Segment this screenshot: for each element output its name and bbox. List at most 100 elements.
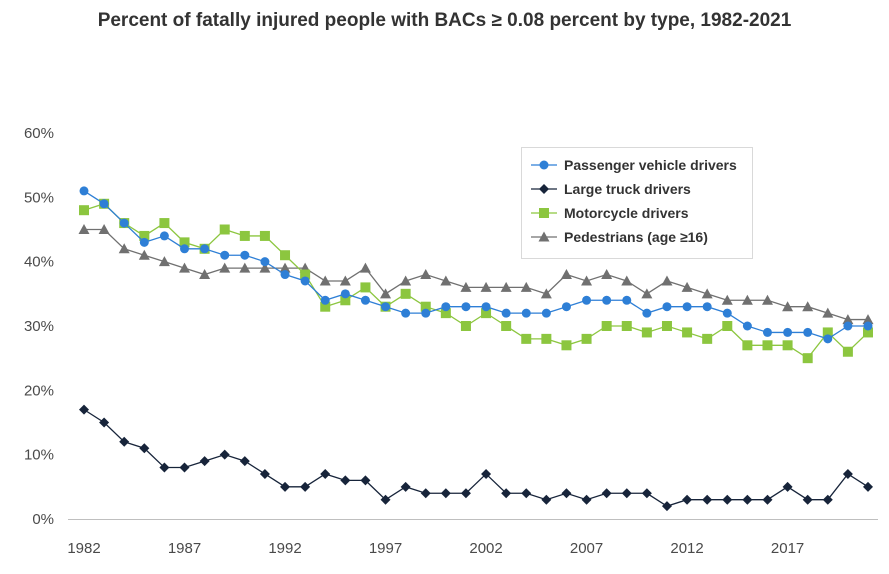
data-point-passenger-vehicle-drivers [742,321,752,331]
data-point-motorcycle-drivers [742,340,753,351]
data-point-pedestrians-age-16 [540,288,552,299]
legend-label: Large truck drivers [564,181,691,197]
data-point-pedestrians-age-16 [862,314,874,325]
data-point-motorcycle-drivers [641,327,652,338]
x-tick-label: 2007 [570,540,603,557]
data-point-motorcycle-drivers [802,353,813,364]
data-point-passenger-vehicle-drivers [702,302,712,312]
series-large-truck-drivers [79,404,873,512]
data-point-passenger-vehicle-drivers [441,302,451,312]
data-point-large-truck-drivers [119,436,130,447]
legend-label: Passenger vehicle drivers [564,157,737,173]
y-tick-label: 60% [24,125,54,142]
data-point-motorcycle-drivers [320,301,331,312]
data-point-large-truck-drivers [822,494,833,505]
data-point-large-truck-drivers [300,481,311,492]
y-tick-label: 50% [24,189,54,206]
data-point-pedestrians-age-16 [500,281,512,292]
chart-title: Percent of fatally injured people with B… [97,10,792,31]
data-point-passenger-vehicle-drivers [682,302,692,312]
data-point-motorcycle-drivers [179,237,190,248]
data-point-pedestrians-age-16 [158,256,170,267]
data-point-passenger-vehicle-drivers [260,257,270,267]
data-point-large-truck-drivers [641,488,652,499]
data-point-motorcycle-drivers [682,327,693,338]
data-point-passenger-vehicle-drivers [662,302,672,312]
y-tick-label: 30% [24,318,54,335]
legend-item-passenger-vehicle-drivers: Passenger vehicle drivers [530,153,752,177]
data-point-motorcycle-drivers [481,308,492,319]
data-point-motorcycle-drivers [621,321,632,331]
x-tick-label: 1987 [168,540,201,557]
data-point-large-truck-drivers [320,468,331,479]
data-point-passenger-vehicle-drivers [401,308,411,318]
data-point-pedestrians-age-16 [661,275,673,286]
data-point-pedestrians-age-16 [681,281,693,292]
data-point-passenger-vehicle-drivers [642,308,652,318]
data-point-pedestrians-age-16 [480,281,492,292]
data-point-large-truck-drivers [661,501,672,512]
data-point-passenger-vehicle-drivers [783,327,793,337]
data-point-large-truck-drivers [400,481,411,492]
data-point-large-truck-drivers [239,456,250,467]
data-point-large-truck-drivers [842,468,853,479]
data-point-motorcycle-drivers [460,321,471,331]
legend-swatch-marker [539,208,549,218]
data-point-large-truck-drivers [79,404,89,415]
data-point-passenger-vehicle-drivers [220,250,230,260]
data-point-pedestrians-age-16 [179,262,191,273]
data-point-passenger-vehicle-drivers [320,295,330,305]
data-point-large-truck-drivers [581,494,592,505]
series-motorcycle-drivers [79,198,873,364]
data-point-motorcycle-drivers [259,230,270,241]
series-pedestrians-age-16 [78,224,874,325]
data-point-pedestrians-age-16 [118,243,130,254]
data-point-pedestrians-age-16 [359,262,371,273]
data-point-passenger-vehicle-drivers [722,308,732,318]
data-point-large-truck-drivers [380,494,391,505]
legend-item-motorcycle-drivers: Motorcycle drivers [530,201,752,225]
data-point-large-truck-drivers [199,456,210,467]
data-point-pedestrians-age-16 [199,269,211,280]
data-point-passenger-vehicle-drivers [159,231,169,241]
data-point-large-truck-drivers [501,488,512,499]
data-point-motorcycle-drivers [360,282,371,293]
data-point-passenger-vehicle-drivers [200,244,210,254]
data-point-pedestrians-age-16 [440,275,452,286]
data-point-large-truck-drivers [561,488,572,499]
data-point-large-truck-drivers [440,488,451,499]
data-point-large-truck-drivers [541,494,552,505]
data-point-large-truck-drivers [340,475,351,486]
data-point-passenger-vehicle-drivers [340,289,350,299]
data-point-passenger-vehicle-drivers [180,244,190,254]
data-point-pedestrians-age-16 [78,224,90,234]
data-point-pedestrians-age-16 [560,269,572,280]
data-point-passenger-vehicle-drivers [803,327,813,337]
data-point-motorcycle-drivers [280,250,291,261]
data-point-motorcycle-drivers [219,224,230,235]
data-point-passenger-vehicle-drivers [561,302,571,312]
data-point-pedestrians-age-16 [761,294,773,305]
data-point-large-truck-drivers [722,494,733,505]
data-point-pedestrians-age-16 [641,288,653,299]
data-point-passenger-vehicle-drivers [622,295,632,305]
data-point-pedestrians-age-16 [520,281,532,292]
legend-swatch-marker [538,231,550,242]
y-tick-label: 40% [24,254,54,271]
data-point-passenger-vehicle-drivers [541,308,551,318]
data-point-motorcycle-drivers [300,269,311,280]
data-point-passenger-vehicle-drivers [863,321,873,331]
series-line-large-truck-drivers [83,409,869,507]
y-tick-label: 0% [32,511,54,528]
data-point-motorcycle-drivers [420,301,431,312]
data-point-pedestrians-age-16 [219,262,231,273]
x-tick-label: 1992 [268,540,301,557]
data-point-passenger-vehicle-drivers [602,295,612,305]
data-point-passenger-vehicle-drivers [843,321,853,331]
x-tick-label: 1997 [369,540,402,557]
data-point-pedestrians-age-16 [339,275,351,286]
series-passenger-vehicle-drivers [79,186,873,344]
data-point-motorcycle-drivers [541,333,552,344]
